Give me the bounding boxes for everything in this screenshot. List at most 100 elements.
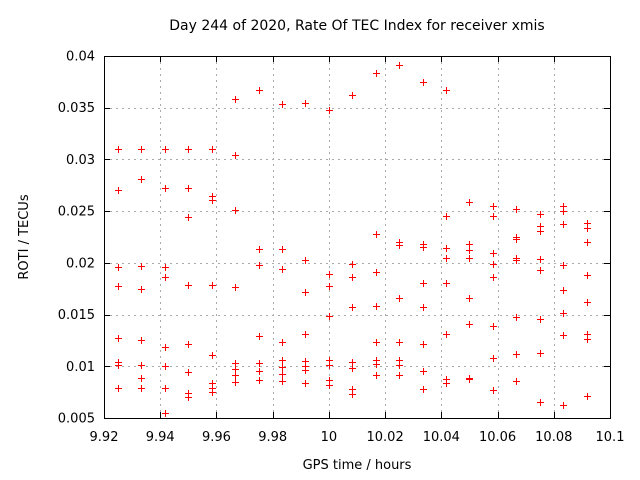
data-point-marker (279, 246, 286, 253)
data-point-marker (279, 378, 286, 385)
y-tick-labels: 0.005 0.01 0.015 0.02 0.025 0.03 0.035 0.04 (58, 50, 95, 427)
y-tick-label: 0.03 (66, 153, 95, 168)
data-point-marker (232, 207, 239, 214)
data-point-marker (115, 187, 122, 194)
data-point-marker (279, 339, 286, 346)
data-point-marker (209, 389, 216, 396)
x-tick-label: 9.92 (90, 430, 119, 445)
data-point-marker (420, 368, 427, 375)
y-tick-label: 0.01 (66, 360, 95, 375)
data-point-marker (396, 62, 403, 69)
data-point-marker (584, 393, 591, 400)
data-point-marker (443, 255, 450, 262)
data-point-marker (326, 313, 333, 320)
y-tick-label: 0.025 (58, 205, 95, 220)
data-point-marker (466, 295, 473, 302)
data-point-marker (185, 146, 192, 153)
plot-border (104, 56, 611, 419)
data-point-marker (302, 331, 309, 338)
data-point-marker (349, 359, 356, 366)
chart-title: Day 244 of 2020, Rate Of TEC Index for r… (169, 18, 544, 34)
data-point-marker (138, 362, 145, 369)
data-point-marker (560, 332, 567, 339)
data-point-marker (209, 352, 216, 359)
data-point-marker (185, 282, 192, 289)
y-tick-label: 0.035 (58, 101, 95, 116)
data-point-marker (584, 272, 591, 279)
data-point-marker (256, 246, 263, 253)
data-point-marker (443, 245, 450, 252)
data-point-marker (162, 274, 169, 281)
data-point-marker (466, 376, 473, 383)
data-point-marker (138, 375, 145, 382)
x-tick-label: 10.02 (367, 430, 404, 445)
data-point-marker (326, 271, 333, 278)
data-point-marker (115, 385, 122, 392)
data-point-marker (373, 361, 380, 368)
data-point-marker (490, 387, 497, 394)
data-point-marker (443, 280, 450, 287)
data-point-marker (513, 351, 520, 358)
data-point-marker (373, 231, 380, 238)
data-point-marker (349, 391, 356, 398)
data-point-marker (115, 362, 122, 369)
x-tick-labels: 9.92 9.94 9.96 9.98 10 10.02 10.04 10.06 10.08 10… (90, 430, 625, 445)
x-tick-label: 9.94 (146, 430, 175, 445)
x-tick-label: 10.04 (423, 430, 460, 445)
x-tick-label: 9.96 (202, 430, 231, 445)
data-point-marker (232, 379, 239, 386)
data-point-marker (443, 380, 450, 387)
data-point-marker (138, 385, 145, 392)
data-point-marker (396, 372, 403, 379)
data-point-marker (302, 257, 309, 264)
data-point-marker (162, 385, 169, 392)
data-point-marker (537, 211, 544, 218)
data-point-marker (560, 262, 567, 269)
data-point-marker (420, 304, 427, 311)
data-point-marker (162, 363, 169, 370)
data-point-marker (185, 214, 192, 221)
data-point-marker (420, 386, 427, 393)
data-point-marker (373, 339, 380, 346)
data-points-layer (115, 62, 591, 417)
data-point-marker (256, 262, 263, 269)
data-point-marker (513, 314, 520, 321)
data-point-marker (466, 321, 473, 328)
data-point-marker (420, 341, 427, 348)
y-tick-label: 0.02 (66, 256, 95, 271)
data-point-marker (396, 242, 403, 249)
tick-marks-layer (104, 56, 611, 419)
data-point-marker (115, 335, 122, 342)
data-point-marker (326, 382, 333, 389)
data-point-marker (138, 286, 145, 293)
data-point-marker (466, 255, 473, 262)
data-point-marker (560, 208, 567, 215)
data-point-marker (490, 250, 497, 257)
x-tick-label: 10.06 (479, 430, 516, 445)
data-point-marker (349, 92, 356, 99)
data-point-marker (490, 323, 497, 330)
data-point-marker (373, 269, 380, 276)
data-point-marker (326, 107, 333, 114)
data-point-marker (115, 146, 122, 153)
data-point-marker (466, 199, 473, 206)
data-point-marker (162, 344, 169, 351)
data-point-marker (256, 360, 263, 367)
x-tick-label: 10 (321, 430, 338, 445)
data-point-marker (513, 236, 520, 243)
data-point-marker (490, 261, 497, 268)
data-point-marker (513, 257, 520, 264)
data-point-marker (560, 287, 567, 294)
y-tick-label: 0.005 (58, 412, 95, 427)
data-point-marker (162, 185, 169, 192)
data-point-marker (584, 299, 591, 306)
data-point-marker (349, 304, 356, 311)
data-point-marker (513, 378, 520, 385)
data-point-marker (279, 266, 286, 273)
data-point-marker (466, 241, 473, 248)
data-point-marker (560, 402, 567, 409)
data-point-marker (302, 289, 309, 296)
data-point-marker (209, 197, 216, 204)
data-point-marker (115, 283, 122, 290)
